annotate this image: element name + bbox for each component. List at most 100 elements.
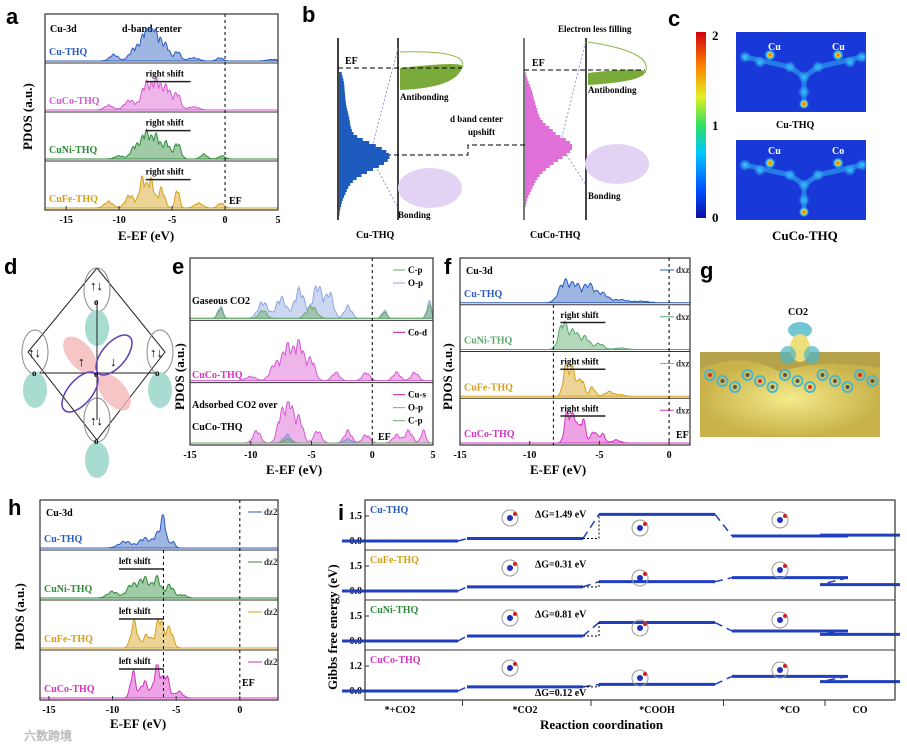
delta-g-bracket — [583, 514, 600, 539]
x-tick-label: -10 — [523, 450, 536, 461]
dos-curve-cu-thq — [45, 28, 279, 62]
panel-d-orbitals — [21, 267, 174, 478]
e-strip3-label-2: CuCo-THQ — [192, 422, 243, 433]
oxygen-atom — [783, 564, 787, 568]
isosurface-lobe — [841, 381, 854, 393]
panel-label-e: e — [172, 254, 184, 279]
energy-connector — [714, 576, 733, 583]
c-cbar-tick-0: 0 — [712, 210, 719, 225]
a-xlabel: E-EF (eV) — [118, 228, 174, 243]
legend-label: C-p — [408, 265, 423, 275]
shift-annotation: right shift — [560, 357, 598, 367]
dos-bar-cu-thq — [339, 204, 341, 207]
structure-thumbnail — [771, 511, 789, 529]
oxygen-atom — [643, 522, 647, 526]
metal-site — [765, 158, 775, 168]
b-left-title: Cu-THQ — [356, 230, 395, 241]
e-strip3-label-1: Adsorbed CO2 over — [192, 400, 278, 411]
dos-curve-c-p — [189, 304, 434, 319]
dos-bar-cuco-thq — [525, 120, 543, 123]
legend-label: dz2 — [264, 507, 278, 517]
series-label: CuNi-THQ — [44, 584, 93, 595]
atom — [845, 385, 850, 389]
x-tick-label: 5 — [431, 450, 436, 461]
i-ylabel: Gibbs free energy (eV) — [325, 564, 340, 690]
c-cbar-tick-2: 2 — [712, 28, 719, 43]
axes-frame — [44, 13, 279, 211]
shift-annotation: right shift — [146, 167, 184, 177]
c-colorbar — [696, 32, 706, 218]
series-label: Cu-THQ — [464, 289, 503, 300]
dos-curve-cuni-thq — [460, 320, 690, 350]
x-tick-label: -5 — [595, 450, 603, 461]
c-atom-1b: Cu — [832, 42, 845, 53]
dos-bar-cuco-thq — [525, 192, 530, 195]
isosurface-lobe — [754, 375, 766, 387]
dos-bar-cuco-thq — [525, 99, 535, 102]
structure-thumbnail — [631, 669, 649, 687]
series-label: Cu-THQ — [370, 505, 409, 516]
dos-bar-cuco-thq — [525, 180, 536, 183]
dos-bar-cuco-thq — [525, 171, 543, 174]
metal-atom — [507, 515, 513, 521]
x-tick-label: -10 — [112, 215, 125, 226]
structure-thumbnail — [771, 611, 789, 629]
dos-bar-cu-thq — [339, 105, 347, 108]
a-corner-label: Cu-3d — [50, 24, 77, 35]
dos-bar-cuco-thq — [525, 129, 553, 132]
legend-label: C-p — [408, 416, 423, 426]
dos-bar-cu-thq — [339, 72, 342, 75]
energy-connector — [457, 586, 468, 592]
panel-g-adsorption-structure — [700, 322, 880, 437]
oxygen-atom — [783, 614, 787, 618]
delta-g-label: ΔG=0.12 eV — [535, 688, 587, 699]
shift-annotation: left shift — [119, 606, 151, 616]
b-top-note: Electron less filling — [558, 24, 632, 34]
dos-bar-cu-thq — [339, 168, 373, 171]
x-tick-label: -15 — [42, 705, 55, 716]
isosurface-lobe — [766, 381, 779, 393]
series-label: CuNi-THQ — [370, 605, 419, 616]
dos-bar-cu-thq — [339, 207, 341, 210]
dos-bar-cuco-thq — [525, 135, 561, 138]
panel-a-plot: Cu-THQ CuCo-THQ right shift CuNi-THQ right s… — [44, 13, 281, 226]
isosurface-lobe — [779, 369, 791, 381]
x-tick-label: -10 — [106, 705, 119, 716]
dos-bar-cu-thq — [339, 180, 353, 183]
d-atom-center: o — [94, 369, 99, 379]
isosurface-lobe — [729, 381, 741, 393]
dos-bar-cuco-thq — [525, 84, 530, 87]
dos-bar-cuco-thq — [525, 144, 573, 147]
structure-thumbnail — [501, 509, 519, 527]
delta-g-label: ΔG=0.81 eV — [535, 610, 587, 621]
dos-curve-cufe-thq — [45, 175, 278, 209]
dos-bar-cu-thq — [339, 159, 388, 162]
atom — [858, 373, 862, 377]
metal-atom — [637, 625, 643, 631]
dos-bar-cu-thq — [339, 198, 343, 201]
dos-bar-cuco-thq — [525, 90, 532, 93]
oxygen-atom — [783, 514, 787, 518]
dos-bar-cu-thq — [339, 135, 358, 138]
isosurface-lobe — [791, 375, 804, 387]
x-category-label: *CO2 — [513, 705, 538, 716]
dos-bar-cuco-thq — [525, 195, 529, 198]
series-label: CuCo-THQ — [370, 655, 421, 666]
series-label: CuFe-THQ — [44, 634, 93, 645]
h-ylabel: PDOS (a.u.) — [12, 583, 27, 650]
dos-bar-cu-thq — [339, 99, 346, 102]
dos-bar-cu-thq — [339, 129, 352, 132]
axes-frame — [459, 257, 691, 446]
f-xlabel: E-EF (eV) — [530, 462, 586, 477]
dos-bar-cuco-thq — [525, 117, 541, 120]
b-antibonding-left: Antibonding — [400, 92, 449, 102]
dos-bar-cu-thq — [339, 150, 387, 153]
d-spin-pair-right: ↑↓ — [150, 345, 163, 360]
b-note-1: d band center — [450, 114, 503, 124]
e-strip2-label: CuCo-THQ — [192, 370, 243, 381]
dos-bar-cuco-thq — [525, 150, 571, 153]
dos-bar-cu-thq — [339, 165, 379, 168]
f-fermi-label: EF — [676, 430, 689, 441]
h-corner-label: Cu-3d — [46, 508, 73, 519]
energy-connector — [819, 630, 849, 636]
